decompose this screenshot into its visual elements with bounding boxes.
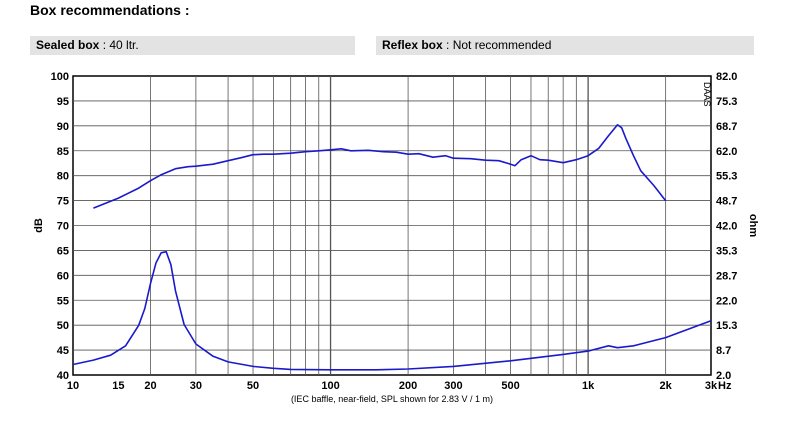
x-tick-labels: 10 15 20 30 50 100 200 300 500 1k 2k 3k xyxy=(67,380,718,392)
y-tick-label-right: 68.7 xyxy=(716,121,737,133)
y-tick-label-left: 95 xyxy=(57,96,69,108)
x-tick-label: 50 xyxy=(247,380,259,392)
x-tick-label: 3k xyxy=(705,380,718,392)
x-tick-label: 1k xyxy=(582,380,595,392)
x-tick-label: 300 xyxy=(444,380,462,392)
y-tick-label-right: 82.0 xyxy=(716,71,737,83)
grid-lines xyxy=(73,76,711,375)
daas-watermark: DAAS xyxy=(702,82,712,107)
y-tick-label-left: 75 xyxy=(57,196,69,208)
reflex-box-value: : Not recommended xyxy=(442,38,552,52)
y-tick-label-left: 90 xyxy=(57,121,69,133)
y-tick-label-left: 40 xyxy=(57,370,69,382)
y-tick-label-right: 8.7 xyxy=(716,345,731,357)
y-tick-label-left: 85 xyxy=(57,146,69,158)
y-tick-label-right: 28.7 xyxy=(716,270,737,282)
series-layer xyxy=(72,124,712,371)
impedance-curve xyxy=(72,250,712,371)
spl-curve xyxy=(93,124,667,209)
y-tick-label-right: 2.0 xyxy=(716,370,731,382)
x-tick-label: 2k xyxy=(660,380,673,392)
y-tick-label-left: 100 xyxy=(51,71,69,83)
y-tick-label-right: 75.3 xyxy=(716,96,737,108)
y-tick-label-right: 15.3 xyxy=(716,320,737,332)
box-recommendations-heading: Box recommendations : xyxy=(30,2,190,18)
y-tick-label-left: 55 xyxy=(57,295,69,307)
chart-caption: (IEC baffle, near-field, SPL shown for 2… xyxy=(291,394,493,404)
right-tick-labels: 2.0 8.7 15.3 22.0 28.7 35.3 42.0 48.7 55.3 62.0 68… xyxy=(716,71,737,382)
y-axis-title-right: ohm xyxy=(747,214,759,237)
y-tick-label-left: 60 xyxy=(57,270,69,282)
y-tick-label-left: 70 xyxy=(57,221,69,233)
y-tick-label-left: 50 xyxy=(57,320,69,332)
x-tick-label: 20 xyxy=(144,380,156,392)
y-tick-label-left: 80 xyxy=(57,171,69,183)
y-tick-label-right: 42.0 xyxy=(716,221,737,233)
y-tick-label-left: 45 xyxy=(57,345,69,357)
left-tick-labels: 40 45 50 55 60 65 70 75 80 85 90 95 100 xyxy=(51,71,69,382)
x-axis-unit: Hz xyxy=(718,380,732,392)
y-tick-label-right: 48.7 xyxy=(716,196,737,208)
y-tick-label-left: 65 xyxy=(57,245,69,257)
sealed-box-value: : 40 ltr. xyxy=(99,38,139,52)
sealed-box-label: Sealed box xyxy=(36,38,100,52)
reflex-box-field: Reflex box : Not recommended xyxy=(376,36,754,55)
x-tick-label: 10 xyxy=(67,380,79,392)
y-tick-label-right: 22.0 xyxy=(716,295,737,307)
reflex-box-label: Reflex box xyxy=(382,38,443,52)
x-tick-label: 30 xyxy=(190,380,202,392)
y-tick-label-right: 62.0 xyxy=(716,146,737,158)
sealed-box-field: Sealed box : 40 ltr. xyxy=(30,36,355,55)
x-tick-label: 200 xyxy=(399,380,417,392)
y-axis-title-left: dB xyxy=(33,218,45,233)
x-tick-label: 15 xyxy=(112,380,124,392)
x-tick-label: 100 xyxy=(321,380,339,392)
y-tick-label-right: 35.3 xyxy=(716,245,737,257)
x-tick-label: 500 xyxy=(501,380,519,392)
y-tick-label-right: 55.3 xyxy=(716,171,737,183)
